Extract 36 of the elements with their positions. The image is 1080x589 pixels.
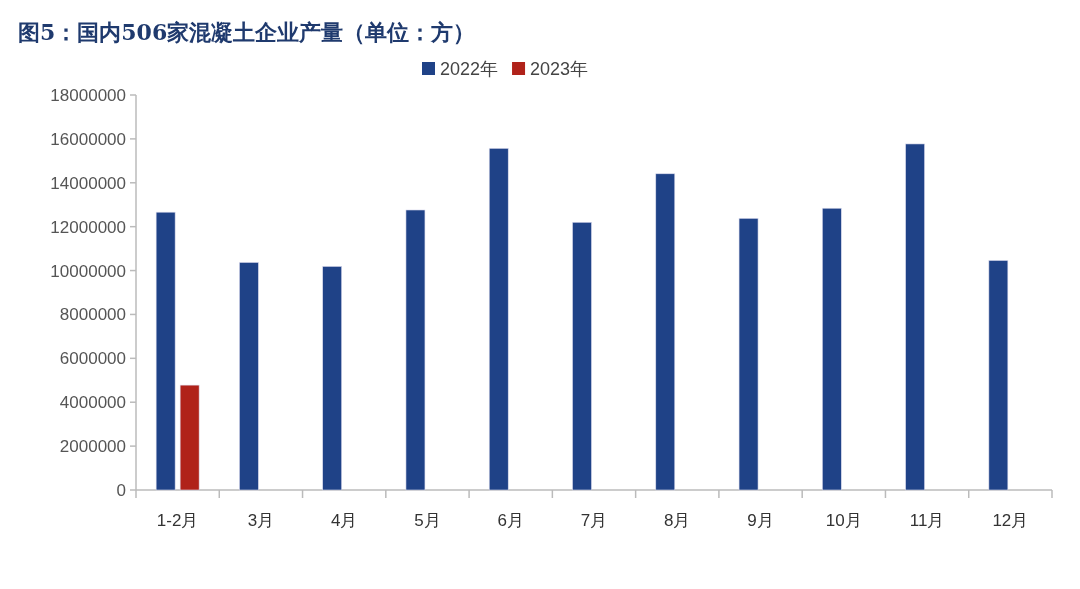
y-tick-label: 6000000 (59, 349, 126, 369)
y-tick-label: 0 (116, 481, 126, 500)
y-tick-label: 10000000 (50, 261, 126, 281)
bar (738, 218, 759, 491)
chart-title: 图5：国内506家混凝土企业产量（单位：方） (18, 19, 476, 45)
bar (239, 262, 259, 491)
y-tick-label: 4000000 (59, 393, 126, 413)
x-tick-label: 9月 (747, 511, 774, 530)
x-tick-label: 5月 (414, 511, 441, 530)
bar (179, 384, 200, 491)
x-tick-label: 1-2月 (156, 511, 199, 530)
y-tick-label: 2000000 (59, 437, 126, 457)
legend-label: 2023年 (530, 59, 589, 79)
bar (655, 173, 676, 491)
y-tick-label: 8000000 (59, 305, 126, 325)
y-tick-label: 14000000 (50, 173, 126, 193)
x-tick-label: 3月 (247, 511, 275, 530)
bar (322, 266, 342, 491)
bar (822, 207, 842, 491)
bar (405, 209, 426, 491)
bar (572, 221, 592, 491)
y-tick-label: 16000000 (50, 129, 126, 149)
y-tick-label: 18000000 (50, 86, 126, 105)
bar (988, 260, 1009, 491)
bar (905, 143, 925, 491)
x-tick-label: 6月 (497, 511, 524, 530)
bar (155, 211, 176, 491)
x-tick-label: 10月 (825, 511, 862, 530)
bar (488, 148, 509, 491)
x-tick-label: 7月 (580, 511, 608, 530)
x-tick-label: 8月 (664, 511, 691, 530)
y-tick-label: 12000000 (50, 217, 126, 237)
x-tick-label: 4月 (330, 511, 358, 530)
legend-label: 2022年 (440, 59, 499, 79)
x-tick-label: 11月 (909, 511, 945, 530)
x-tick-label: 12月 (992, 511, 1029, 530)
